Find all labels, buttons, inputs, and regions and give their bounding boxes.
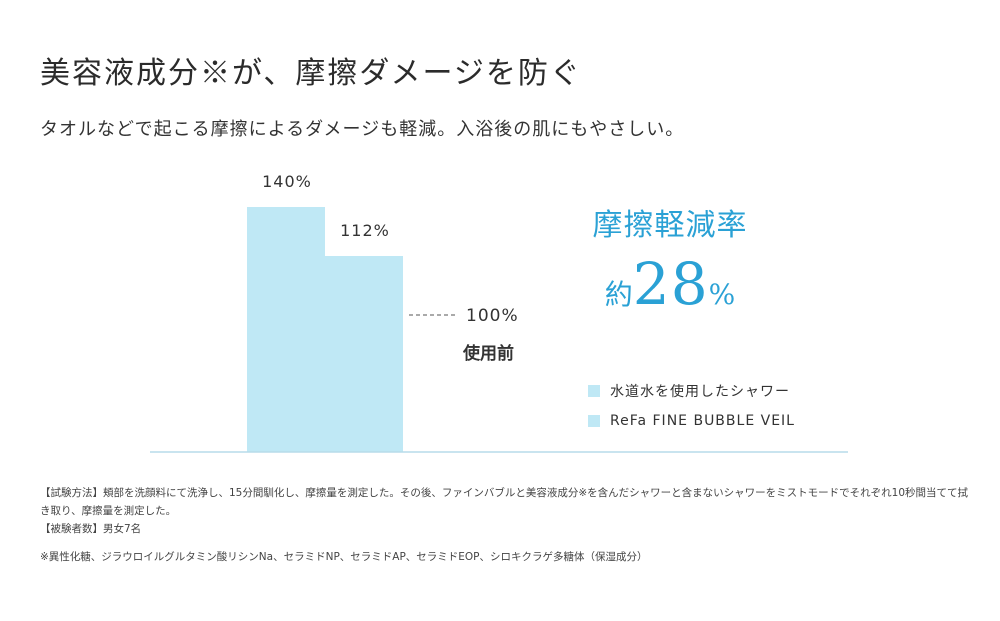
stat-unit: % [708, 278, 736, 311]
friction-chart: 140% 112% 100% 使用前 [150, 172, 848, 453]
page-subtitle: タオルなどで起こる摩擦によるダメージも軽減。入浴後の肌にもやさしい。 [40, 119, 685, 140]
bar-1 [247, 207, 325, 452]
test-notes: 【試験方法】頬部を洗顔料にて洗浄し、15分間馴化し、摩擦量を測定した。その後、フ… [40, 484, 970, 566]
legend-swatch [588, 415, 600, 427]
stat-prefix: 約 [604, 278, 633, 311]
reference-sublabel: 使用前 [462, 343, 514, 364]
test-method-note: 【試験方法】頬部を洗顔料にて洗浄し、15分間馴化し、摩擦量を測定した。その後、フ… [40, 487, 969, 517]
chart-legend: 水道水を使用したシャワー ReFa FINE BUBBLE VEIL [588, 376, 795, 436]
legend-item: ReFa FINE BUBBLE VEIL [588, 406, 795, 436]
legend-label: ReFa FINE BUBBLE VEIL [610, 413, 795, 429]
stat-title: 摩擦軽減率 [592, 208, 748, 243]
stat-value: 28 [632, 250, 709, 318]
reference-value-label: 100% [466, 306, 519, 326]
page-title: 美容液成分※が、摩擦ダメージを防ぐ [40, 56, 582, 91]
legend-item: 水道水を使用したシャワー [588, 376, 795, 406]
stat-value-row: 約28% [575, 250, 765, 318]
bar-value-label-1: 140% [262, 172, 312, 191]
friction-reduction-stat: 摩擦軽減率 約28% [575, 200, 765, 318]
subjects-note: 【被験者数】男女7名 [40, 523, 142, 535]
bar-value-label-2: 112% [340, 221, 390, 240]
legend-swatch [588, 385, 600, 397]
legend-label: 水道水を使用したシャワー [610, 384, 790, 400]
ingredients-footnote: ※異性化糖、ジラウロイルグルタミン酸リシンNa、セラミドNP、セラミドAP、セラ… [40, 551, 648, 563]
bar-2 [325, 256, 403, 452]
